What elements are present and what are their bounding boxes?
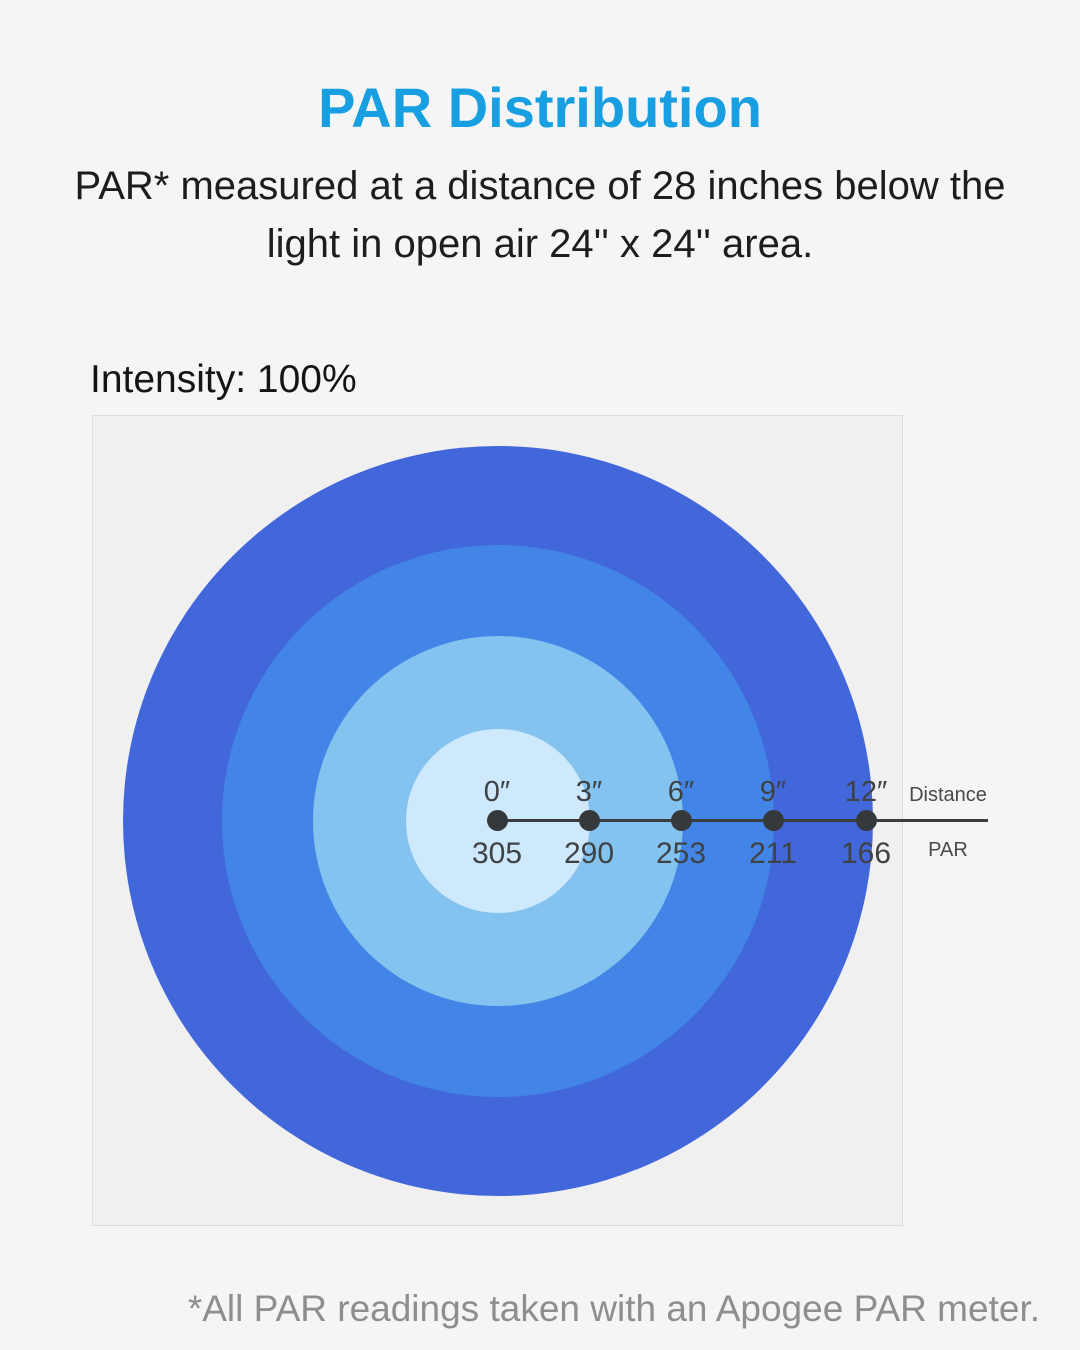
par-value: 290 xyxy=(563,837,615,870)
par-value: 166 xyxy=(840,837,892,870)
measurement-dot xyxy=(578,810,600,831)
par-point-9in: 9″ 211 xyxy=(727,775,819,872)
par-point-0in: 0″ 305 xyxy=(451,775,543,872)
distance-tick-label: 9″ xyxy=(759,776,787,808)
par-value: 253 xyxy=(655,837,707,870)
measurement-dot xyxy=(855,810,877,831)
measurement-dot xyxy=(670,810,692,831)
footnote: *All PAR readings taken with an Apogee P… xyxy=(187,1288,1040,1329)
par-point-3in: 3″ 290 xyxy=(543,775,635,872)
subtitle-line-1: PAR* measured at a distance of 28 inches… xyxy=(74,164,1006,208)
intensity-label: Intensity: 100% xyxy=(90,358,357,401)
par-point-6in: 6″ 253 xyxy=(635,775,727,872)
par-point-12in: 12″ 166 xyxy=(820,775,912,872)
distance-tick-label: 6″ xyxy=(667,776,695,808)
distance-axis-label: Distance xyxy=(909,784,987,806)
measurement-dot xyxy=(762,810,784,831)
par-axis-label: PAR xyxy=(928,839,968,861)
subtitle: PAR* measured at a distance of 28 inches… xyxy=(0,157,1080,273)
par-value: 305 xyxy=(471,837,523,870)
page-title: PAR Distribution xyxy=(318,76,762,139)
measurement-dot xyxy=(486,810,508,831)
subtitle-line-2: light in open air 24'' x 24'' area. xyxy=(266,222,814,266)
distance-tick-label: 3″ xyxy=(575,776,603,808)
distance-tick-label: 0″ xyxy=(483,776,511,808)
par-distribution-chart xyxy=(92,415,903,1226)
distance-tick-label: 12″ xyxy=(844,776,888,808)
distance-axis-line xyxy=(497,819,988,822)
par-value: 211 xyxy=(749,837,797,870)
